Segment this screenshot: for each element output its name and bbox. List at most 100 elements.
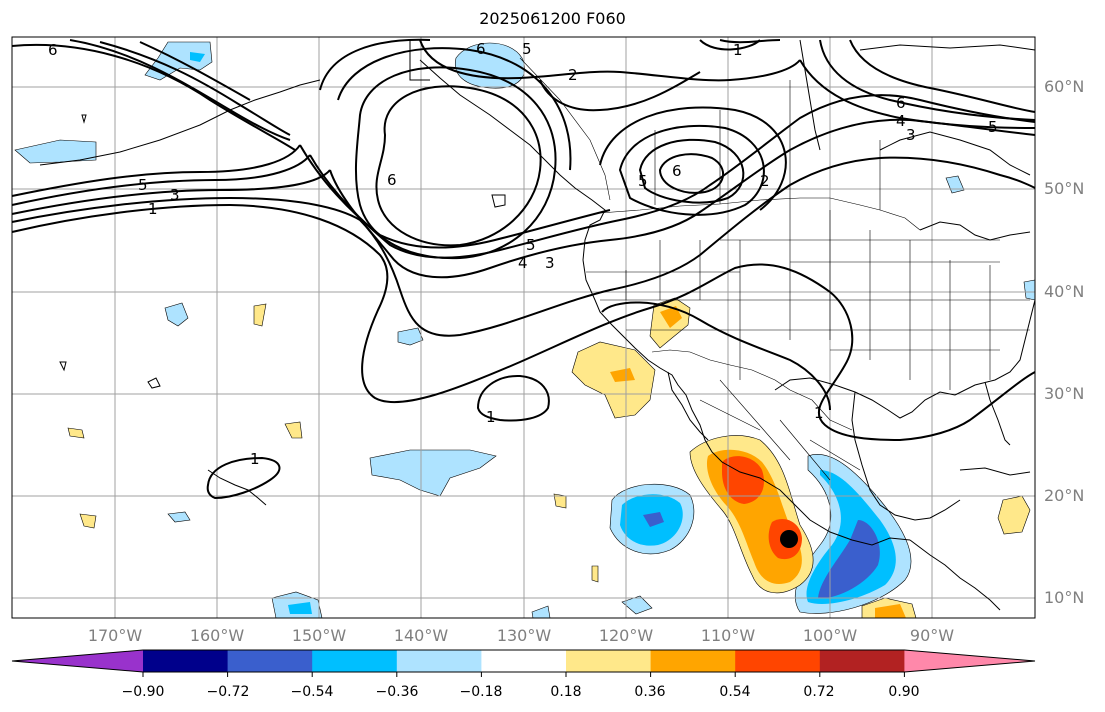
contour-5-pacific bbox=[11, 144, 301, 197]
field-lightblue-subtrop bbox=[369, 449, 497, 497]
field-orange-south bbox=[875, 604, 906, 618]
contour-label-3-bc: 3 bbox=[545, 254, 555, 272]
field-lightblue-hawaii bbox=[167, 511, 191, 523]
colorbar-segment bbox=[566, 650, 652, 672]
contour-4-na bbox=[309, 94, 1036, 259]
contour-label-6-north: 6 bbox=[476, 40, 486, 58]
contour-1-low bbox=[476, 374, 550, 422]
field-yellow-small-5 bbox=[591, 565, 599, 583]
contour-5-canada bbox=[638, 138, 745, 204]
contour-label-1-low: 1 bbox=[486, 408, 496, 426]
island-small-2 bbox=[147, 377, 161, 389]
contour-2-east bbox=[719, 39, 781, 44]
contour-label-1-hawaii: 1 bbox=[250, 450, 260, 468]
field-lightblue-mid2 bbox=[397, 327, 424, 346]
colorbar-tick-label: −0.36 bbox=[375, 684, 419, 700]
island-small-1 bbox=[59, 361, 67, 372]
field-orange-california bbox=[660, 306, 682, 328]
coast-florida bbox=[984, 381, 1011, 446]
contour-label-2-north: 2 bbox=[568, 66, 578, 84]
contour-label-3-pac: 3 bbox=[170, 186, 180, 204]
colorbar-segment bbox=[735, 650, 821, 672]
contour-4-pacific bbox=[11, 154, 311, 206]
contour-3-aleut bbox=[139, 41, 251, 101]
contour-label-5-pac: 5 bbox=[138, 176, 148, 194]
field-lightblue-alaska-gulf-north bbox=[454, 42, 525, 89]
coast-westcoast-us bbox=[582, 259, 911, 546]
contours bbox=[11, 38, 1036, 500]
field-orange-baja bbox=[610, 368, 635, 382]
coast-mexico-east bbox=[851, 391, 961, 521]
contour-3-canada bbox=[599, 106, 787, 211]
border-us-mexico bbox=[651, 349, 853, 431]
colorbar-tick-label: 0.90 bbox=[888, 684, 920, 700]
lat-label-30: 30°N bbox=[1044, 384, 1085, 403]
coast-caribbean bbox=[959, 467, 1031, 476]
border-mexico-states bbox=[699, 379, 861, 481]
contour-6-canada bbox=[658, 153, 724, 194]
lon-label-160: 160°W bbox=[189, 626, 245, 645]
border-alaska-canada bbox=[519, 57, 611, 201]
colorbar-extend-low bbox=[12, 650, 143, 672]
colorbar-segment bbox=[650, 650, 736, 672]
lat-label-20: 20°N bbox=[1044, 486, 1085, 505]
colorbar-tick-label: 0.54 bbox=[719, 684, 751, 700]
contour-2-north bbox=[419, 39, 801, 82]
colorbar-tick-label: −0.18 bbox=[459, 684, 503, 700]
field-yellow-small-6 bbox=[553, 493, 567, 509]
contour-3-gulf bbox=[319, 38, 431, 91]
lat-label-10: 10°N bbox=[1044, 588, 1085, 607]
contour-2-pacific bbox=[11, 196, 361, 223]
lon-label-130: 130°W bbox=[496, 626, 552, 645]
contour-6-east bbox=[819, 39, 1036, 121]
coast-baja bbox=[667, 371, 709, 441]
lat-label-60: 60°N bbox=[1044, 77, 1085, 96]
contour-4-canada bbox=[618, 124, 765, 216]
lon-label-170: 170°W bbox=[87, 626, 143, 645]
field-yellow-small-2 bbox=[284, 421, 303, 439]
field-lightblue-mid1 bbox=[164, 302, 189, 327]
contour-label-1-mexico: 1 bbox=[814, 404, 824, 422]
colorbar-segment bbox=[312, 650, 398, 672]
field-blue-aleutian-core bbox=[190, 52, 205, 62]
contour-1-pacific bbox=[11, 203, 1036, 442]
colorbar-extend-high bbox=[904, 650, 1035, 672]
lon-label-150: 150°W bbox=[291, 626, 347, 645]
contour-label-5-bc: 5 bbox=[526, 236, 536, 254]
colorbar-segment bbox=[481, 650, 567, 672]
coast-alaska-south bbox=[419, 59, 606, 261]
shaded-fields bbox=[14, 41, 1036, 619]
coast-hawaii bbox=[207, 469, 267, 506]
lat-label-50: 50°N bbox=[1044, 179, 1085, 198]
island-small-3 bbox=[81, 114, 87, 124]
coast-canada-arctic bbox=[859, 44, 1036, 51]
coast-central-america bbox=[909, 539, 1001, 611]
lon-label-110: 110°W bbox=[700, 626, 756, 645]
colorbar-tick-label: 0.36 bbox=[634, 684, 666, 700]
contour-4-east bbox=[799, 59, 1036, 129]
lon-label-120: 120°W bbox=[598, 626, 654, 645]
border-canada-provinces bbox=[654, 80, 881, 210]
contour-label-5-east: 5 bbox=[988, 118, 998, 136]
contour-label-6-gulf: 6 bbox=[387, 171, 397, 189]
border-states-2 bbox=[586, 239, 1030, 351]
colorbar-segment bbox=[819, 650, 905, 672]
colorbar-segment bbox=[227, 650, 313, 672]
island-small-4 bbox=[491, 194, 506, 208]
contour-1-east bbox=[699, 39, 761, 51]
political-borders bbox=[519, 57, 1030, 481]
colorbar bbox=[11, 649, 1036, 677]
colorbar-segment bbox=[143, 650, 229, 672]
lon-label-140: 140°W bbox=[393, 626, 449, 645]
contour-6-gulf bbox=[375, 85, 542, 247]
contour-5-aleut bbox=[69, 39, 291, 141]
contour-label-1-north: 1 bbox=[733, 41, 743, 59]
lat-label-40: 40°N bbox=[1044, 282, 1085, 301]
contour-1-hawaii bbox=[206, 456, 281, 500]
contour-5-na bbox=[299, 144, 611, 249]
contour-label-5-canada: 5 bbox=[638, 172, 648, 190]
colorbar-tick-label: −0.90 bbox=[121, 684, 165, 700]
coast-alaska-arctic bbox=[409, 39, 821, 151]
coastlines bbox=[39, 39, 1036, 611]
